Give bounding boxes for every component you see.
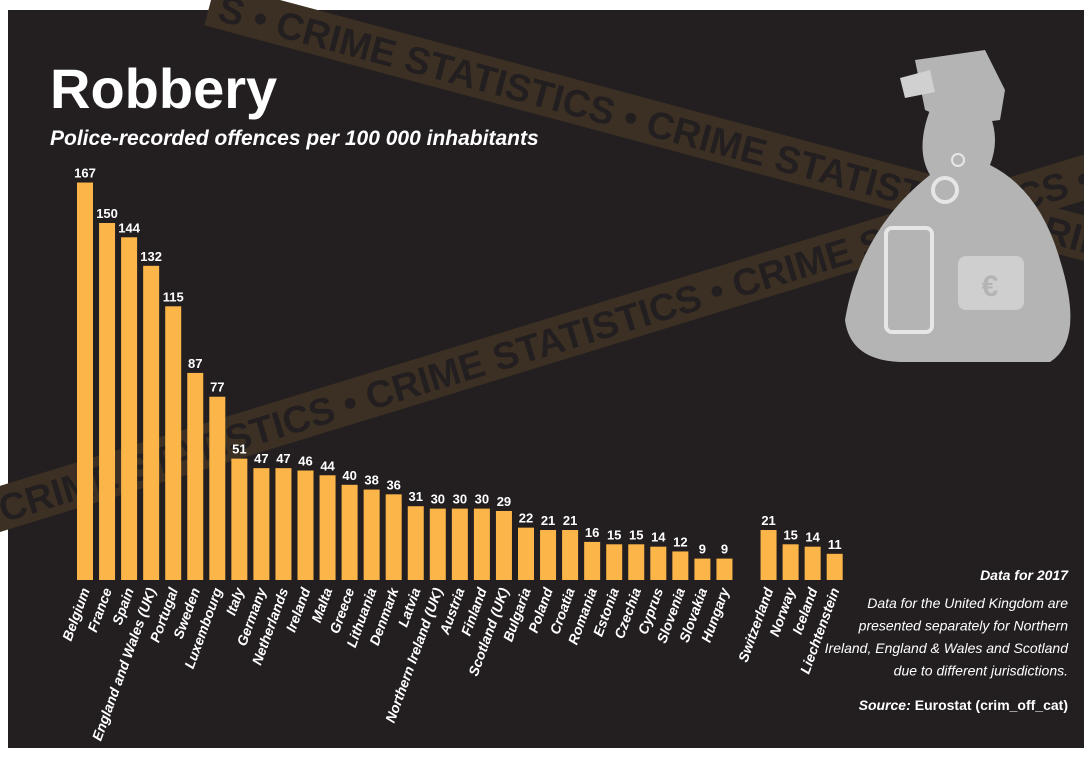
- bar: [628, 544, 645, 580]
- bar: [760, 530, 777, 580]
- bar: [253, 468, 270, 580]
- source: Source: Eurostat (crim_off_cat): [859, 697, 1068, 713]
- bar: [209, 396, 226, 580]
- bar: [672, 551, 689, 580]
- value-label: 36: [386, 477, 400, 492]
- value-label: 9: [721, 542, 728, 557]
- value-label: 38: [364, 473, 378, 488]
- bar: [650, 546, 667, 580]
- euro-sign: €: [982, 270, 999, 303]
- bar: [429, 508, 446, 580]
- wallet: [958, 256, 1024, 310]
- phone: [884, 226, 934, 334]
- note-line: presented separately for Northern: [858, 618, 1069, 634]
- value-label: 15: [629, 527, 643, 542]
- bar: [363, 489, 380, 580]
- source-text: Eurostat (crim_off_cat): [915, 697, 1068, 713]
- value-label: 14: [651, 530, 666, 545]
- bar: [77, 182, 93, 581]
- note-line: Ireland, England & Wales and Scotland: [825, 640, 1070, 656]
- bar: [562, 530, 579, 580]
- value-label: 150: [96, 206, 118, 221]
- value-label: 77: [210, 380, 224, 395]
- bar: [473, 508, 490, 580]
- value-label: 87: [188, 356, 202, 371]
- value-label: 16: [585, 525, 599, 540]
- chart-subtitle: Police-recorded offences per 100 000 inh…: [50, 127, 539, 150]
- bar: [231, 458, 248, 580]
- note-line: Data for the United Kingdom are: [867, 595, 1068, 611]
- value-label: 30: [453, 492, 467, 507]
- bar: [99, 223, 116, 580]
- value-label: 115: [163, 289, 184, 304]
- bar: [694, 558, 711, 580]
- bar: [341, 484, 358, 580]
- bar: [121, 237, 138, 580]
- bar: [518, 527, 534, 580]
- tape-band: [0, 140, 1084, 534]
- value-label: 30: [431, 492, 445, 507]
- value-label: 31: [409, 489, 423, 504]
- bar: [804, 546, 821, 580]
- bar: [606, 544, 623, 580]
- value-label: 44: [320, 458, 335, 473]
- bar: [584, 541, 601, 580]
- bar: [143, 265, 160, 580]
- value-label: 9: [699, 542, 706, 557]
- hand: [915, 50, 1005, 125]
- watch: [931, 176, 959, 204]
- cuff: [900, 70, 935, 98]
- value-label: 14: [805, 530, 820, 545]
- bar: [716, 558, 733, 580]
- value-label: 21: [541, 513, 555, 528]
- value-label: 30: [475, 492, 489, 507]
- ring: [951, 153, 965, 167]
- value-label: 40: [342, 468, 356, 483]
- note: Data for the United Kingdom are presented…: [825, 595, 1070, 679]
- bar: [540, 530, 557, 580]
- value-label: 15: [607, 527, 621, 542]
- chart-title: Robbery: [50, 57, 277, 120]
- note-title: Data for 2017: [980, 567, 1069, 583]
- value-label: 21: [563, 513, 577, 528]
- bar: [187, 372, 204, 580]
- source-label: Source:: [859, 697, 911, 713]
- bag-icon: €: [845, 50, 1071, 362]
- value-label: 11: [828, 537, 842, 552]
- value-label: 15: [783, 527, 797, 542]
- bar: [782, 544, 799, 580]
- bar: [407, 506, 424, 580]
- bar: [495, 510, 512, 580]
- value-label: 167: [74, 166, 96, 181]
- bar: [451, 508, 468, 580]
- value-label: 12: [673, 534, 687, 549]
- value-label: 46: [298, 454, 312, 469]
- value-label: 51: [232, 442, 246, 457]
- note-line: due to different jurisdictions.: [894, 663, 1068, 679]
- value-label: 47: [254, 451, 268, 466]
- value-label: 144: [118, 220, 140, 235]
- bar: [385, 494, 402, 580]
- value-label: 22: [519, 511, 533, 526]
- bar: [319, 475, 336, 580]
- value-label: 132: [140, 249, 162, 264]
- bar: [297, 470, 314, 580]
- bar: [165, 306, 182, 580]
- bar: [275, 468, 292, 580]
- value-label: 21: [761, 513, 775, 528]
- value-label: 47: [276, 451, 290, 466]
- bar: [826, 553, 843, 580]
- value-label: 29: [497, 494, 511, 509]
